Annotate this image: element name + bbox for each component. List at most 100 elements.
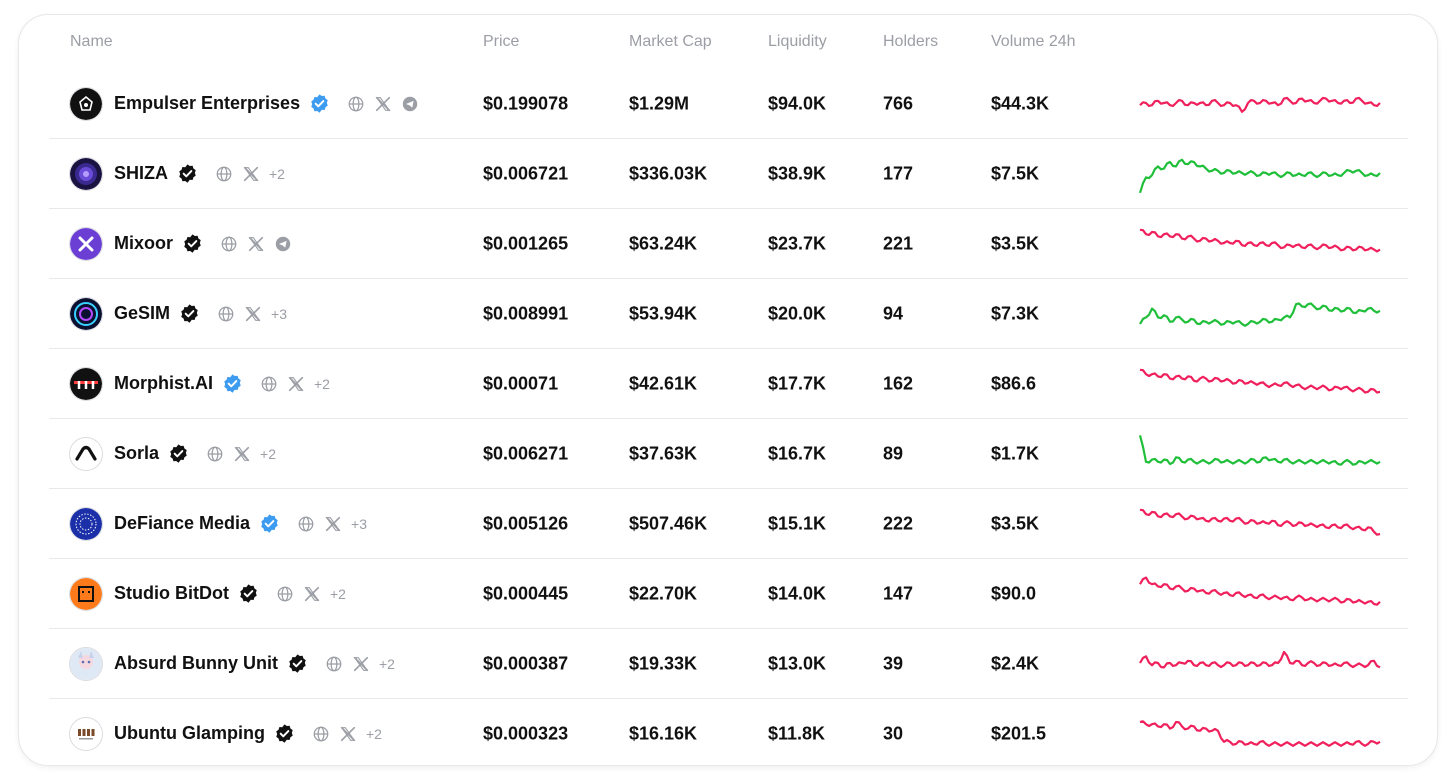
table-row[interactable]: Studio BitDot +2 $0.000445 $22.70K $14.0K 147… <box>49 559 1408 629</box>
telegram-icon[interactable] <box>274 235 292 253</box>
globe-icon[interactable] <box>276 585 294 603</box>
token-name-cell[interactable]: SHIZA +2 <box>69 139 285 208</box>
verified-badge <box>229 583 259 604</box>
price-sparkline <box>1139 435 1381 466</box>
price-sparkline <box>1139 576 1381 606</box>
token-name-cell[interactable]: DeFiance Media +3 <box>69 489 367 558</box>
token-name-cell[interactable]: GeSIM +3 <box>69 279 287 348</box>
token-name[interactable]: Absurd Bunny Unit <box>114 653 278 673</box>
column-header-volume[interactable]: Volume 24h <box>991 33 1076 50</box>
token-avatar <box>69 716 103 751</box>
x-icon[interactable] <box>374 95 392 113</box>
globe-icon[interactable] <box>220 235 238 253</box>
social-links: +2 <box>215 165 285 183</box>
table-row[interactable]: Mixoor $0.001265 $63.24K $23.7K 221 $3.5K <box>49 209 1408 279</box>
x-icon[interactable] <box>352 655 370 673</box>
column-header-liquidity[interactable]: Liquidity <box>768 33 827 50</box>
more-links-count[interactable]: +3 <box>271 305 287 322</box>
token-name-cell[interactable]: Ubuntu Glamping +2 <box>69 699 382 765</box>
table-row[interactable]: Empulser Enterprises $0.199078 $1.29M $94.0… <box>49 69 1408 139</box>
verified-badge-icon <box>240 584 257 603</box>
sparkline-path <box>1139 508 1381 536</box>
globe-icon[interactable] <box>297 515 315 533</box>
globe-icon[interactable] <box>217 305 235 323</box>
table-row[interactable]: DeFiance Media +3 $0.005126 $507.46K $15.1K 2… <box>49 489 1408 559</box>
table-row[interactable]: Ubuntu Glamping +2 $0.000323 $16.16K $11.8K 3… <box>49 699 1408 765</box>
cell-holders: 30 <box>883 723 904 743</box>
globe-icon[interactable] <box>312 725 330 743</box>
sparkline-path <box>1139 158 1381 194</box>
table-row[interactable]: SHIZA +2 $0.006721 $336.03K $38.9K 177 $7.5K <box>49 139 1408 209</box>
x-icon[interactable] <box>247 235 265 253</box>
social-links <box>347 95 428 113</box>
x-icon[interactable] <box>287 375 305 393</box>
globe-icon[interactable] <box>206 445 224 463</box>
cell-market-cap: $19.33K <box>629 653 698 673</box>
verified-badge <box>300 93 330 114</box>
x-icon[interactable] <box>242 165 260 183</box>
token-name[interactable]: Morphist.AI <box>114 373 213 393</box>
token-name-cell[interactable]: Absurd Bunny Unit +2 <box>69 629 395 698</box>
sparkline-path <box>1139 228 1381 253</box>
cell-liquidity: $16.7K <box>768 443 827 463</box>
globe-icon[interactable] <box>260 375 278 393</box>
cell-volume: $7.5K <box>991 163 1040 183</box>
x-icon[interactable] <box>244 305 262 323</box>
token-name[interactable]: Sorla <box>114 443 160 463</box>
social-links: +3 <box>217 305 287 323</box>
token-name[interactable]: Ubuntu Glamping <box>114 723 265 743</box>
table-row[interactable]: Absurd Bunny Unit +2 $0.000387 $19.33K $13.0… <box>49 629 1408 699</box>
globe-icon[interactable] <box>215 165 233 183</box>
table-body: Empulser Enterprises $0.199078 $1.29M $94.0… <box>49 69 1408 765</box>
table-row[interactable]: GeSIM +3 $0.008991 $53.94K $20.0K 94 $7.3K <box>49 279 1408 349</box>
token-name-cell[interactable]: Sorla +2 <box>69 419 276 488</box>
token-name[interactable]: SHIZA <box>114 163 168 183</box>
token-name-cell[interactable]: Mixoor <box>69 209 301 278</box>
cell-volume: $86.6 <box>991 373 1037 393</box>
token-name-cell[interactable]: Studio BitDot +2 <box>69 559 346 628</box>
x-icon[interactable] <box>233 445 251 463</box>
token-name[interactable]: DeFiance Media <box>114 513 251 533</box>
verified-badge <box>170 303 200 324</box>
more-links-count[interactable]: +2 <box>260 445 276 462</box>
sparkline-path <box>1139 720 1381 747</box>
globe-icon[interactable] <box>325 655 343 673</box>
token-name[interactable]: Studio BitDot <box>114 583 229 603</box>
social-links: +3 <box>297 515 367 533</box>
token-avatar <box>69 576 103 611</box>
column-header-market-cap[interactable]: Market Cap <box>629 33 712 50</box>
social-links: +2 <box>312 725 382 743</box>
cell-volume: $2.4K <box>991 653 1040 673</box>
column-header-name[interactable]: Name <box>70 33 113 50</box>
more-links-count[interactable]: +3 <box>351 515 368 532</box>
cell-price: $0.000445 <box>483 583 569 603</box>
column-header-price[interactable]: Price <box>483 33 520 50</box>
telegram-icon[interactable] <box>401 95 419 113</box>
x-icon[interactable] <box>339 725 357 743</box>
more-links-count[interactable]: +2 <box>379 655 395 672</box>
more-links-count[interactable]: +2 <box>329 585 346 602</box>
column-header-holders[interactable]: Holders <box>883 33 939 50</box>
token-name[interactable]: Empulser Enterprises <box>114 93 301 113</box>
verified-badge-icon <box>311 94 328 113</box>
table-row[interactable]: Sorla +2 $0.006271 $37.63K $16.7K 89 $1.7K <box>49 419 1408 489</box>
cell-holders: 89 <box>883 443 904 463</box>
more-links-count[interactable]: +2 <box>269 165 285 182</box>
cell-liquidity: $38.9K <box>768 163 827 183</box>
cell-volume: $1.7K <box>991 443 1040 463</box>
sparkline-path <box>1139 96 1381 113</box>
table-row[interactable]: Morphist.AI +2 $0.00071 $42.61K $17.7K 162 $86… <box>49 349 1408 419</box>
token-name-cell[interactable]: Morphist.AI +2 <box>69 349 330 418</box>
more-links-count[interactable]: +2 <box>365 725 382 742</box>
globe-icon[interactable] <box>347 95 365 113</box>
token-avatar <box>69 226 103 261</box>
token-name-cell[interactable]: Empulser Enterprises <box>69 69 428 138</box>
token-avatar <box>69 436 103 471</box>
x-icon[interactable] <box>324 515 342 533</box>
more-links-count[interactable]: +2 <box>314 375 330 392</box>
x-icon[interactable] <box>303 585 321 603</box>
price-sparkline <box>1139 368 1381 394</box>
token-name[interactable]: GeSIM <box>114 303 171 323</box>
token-name[interactable]: Mixoor <box>114 233 174 253</box>
cell-holders: 222 <box>883 513 914 533</box>
